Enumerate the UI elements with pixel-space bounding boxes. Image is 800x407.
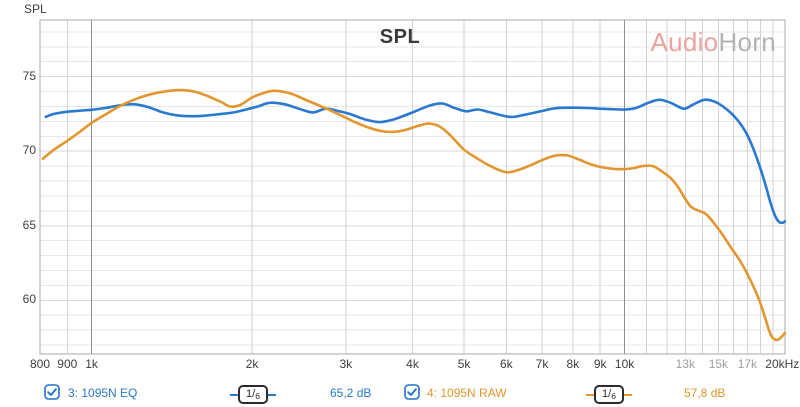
raw-curve (41, 88, 786, 342)
x-tick-label: 7k (535, 357, 549, 371)
smoothing-lead-left (230, 393, 238, 396)
gridlines (39, 20, 786, 354)
x-tick-label: 3k (339, 357, 353, 371)
eq-smoothing-selector[interactable]: 1/6 (230, 385, 276, 404)
smoothing-lead-left (586, 393, 594, 396)
raw-trace-checkbox[interactable] (404, 384, 420, 400)
x-tick-label: 4k (406, 357, 419, 371)
x-tick-label: 5k (457, 357, 471, 371)
checkbox-checked-icon (404, 384, 420, 400)
eq-trace-label[interactable]: 3: 1095N EQ (68, 386, 138, 400)
x-tick-label: 900 (57, 357, 78, 371)
y-tick-label: 75 (22, 68, 36, 83)
raw-smoothing-selector[interactable]: 1/6 (586, 385, 632, 404)
y-tick-label: 60 (22, 292, 36, 307)
smoothing-box: 1/6 (238, 385, 268, 404)
smoothing-lead-right (268, 393, 276, 396)
raw-level-readout: 57,8 dB (684, 386, 726, 400)
checkbox-checked-icon (44, 384, 60, 400)
x-tick-label: 2k (245, 357, 259, 371)
x-tick-label: 17k (737, 357, 758, 371)
eq-curve (44, 98, 786, 225)
x-tick-label: 10k (614, 357, 635, 371)
trace-legend: 3: 1095N EQ 1/6 65,2 dB 4: 1095N RAW 1/6… (0, 380, 800, 407)
raw-trace-label[interactable]: 4: 1095N RAW (427, 386, 507, 400)
y-axis-title: SPL (24, 2, 47, 16)
x-tick-label: 800 (29, 357, 51, 371)
chart-title: SPL (379, 26, 421, 48)
eq-level-readout: 65,2 dB (330, 386, 372, 400)
x-tick-label: 20kHz (765, 357, 800, 371)
watermark-audio: Audio (650, 27, 719, 57)
x-tick-label: 9k (593, 357, 607, 371)
audiohorn-watermark: AudioHorn (650, 27, 776, 58)
watermark-horn: Horn (718, 27, 776, 57)
y-tick-label: 65 (22, 217, 36, 232)
plot-border (39, 19, 786, 355)
x-tick-label: 15k (708, 357, 729, 371)
x-tick-label: 8k (566, 357, 580, 371)
smoothing-lead-right (624, 393, 632, 396)
y-tick-label: 70 (22, 143, 36, 158)
x-tick-label: 1k (85, 357, 98, 371)
smoothing-box: 1/6 (594, 385, 624, 404)
eq-trace-checkbox[interactable] (44, 384, 60, 400)
x-tick-label: 13k (675, 357, 695, 371)
x-tick-label: 6k (499, 357, 513, 371)
spl-plot (39, 19, 786, 355)
